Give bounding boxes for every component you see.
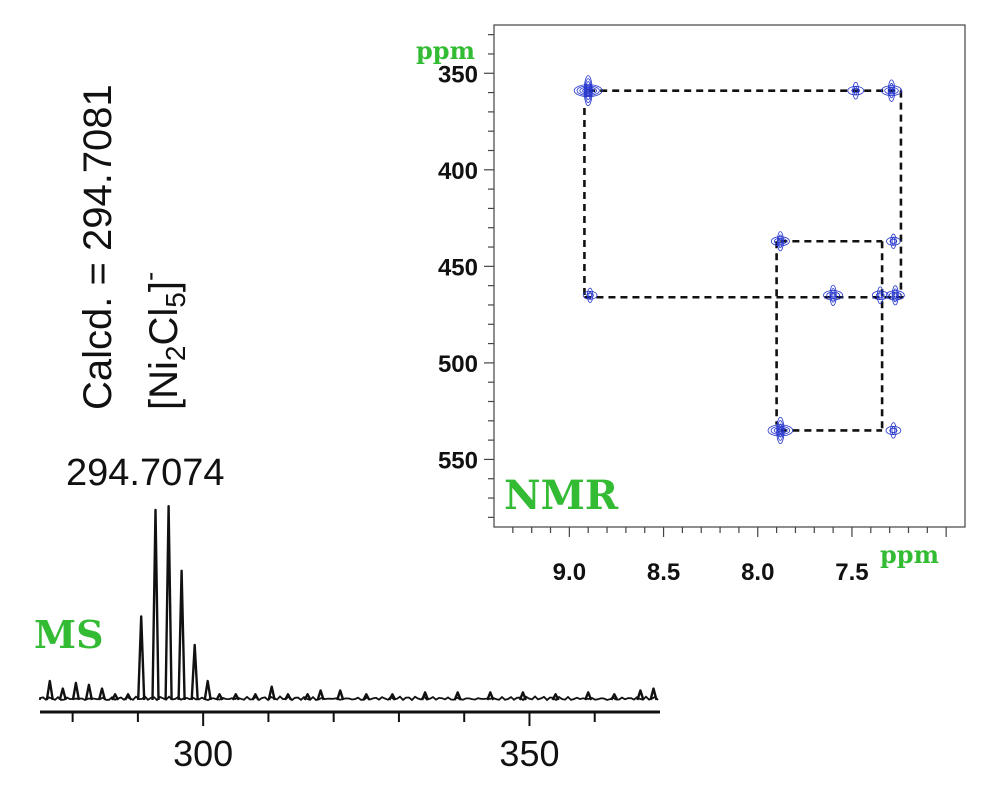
ms-x-tick-label: 350 [499, 733, 559, 774]
nmr-contour-h [582, 290, 598, 300]
nmr-contour-v [587, 87, 590, 95]
ms-peak [84, 683, 94, 701]
nmr-contour-h [847, 85, 865, 96]
nmr-y-tick-label: 550 [438, 447, 478, 474]
nmr-contour-h [884, 86, 899, 95]
nmr-contour-v [776, 231, 784, 252]
nmr-contour-h [889, 238, 898, 244]
nmr-contour-h [773, 427, 787, 434]
ms-peak [151, 508, 160, 701]
ms-peak [336, 689, 345, 701]
nmr-contour-h [579, 86, 597, 95]
ms-peak [190, 643, 199, 701]
nmr-contour-v [887, 79, 896, 102]
nmr-contour-v [888, 83, 895, 99]
ms-x-tick-label: 300 [173, 733, 233, 774]
nmr-contour-v [891, 237, 896, 246]
ms-label: MS [34, 612, 104, 657]
nmr-contour-h [885, 290, 905, 301]
nmr-contour-h [823, 290, 844, 301]
ms-peak [203, 679, 212, 701]
ms-peak [71, 681, 81, 701]
nmr-crosspeak [885, 422, 902, 439]
nmr-contour-v [829, 284, 837, 306]
nmr-y-tick-label: 350 [438, 61, 478, 88]
nmr-contour-v [852, 81, 860, 100]
nmr-crosspeak [767, 416, 794, 445]
nmr-label: NMR [504, 472, 619, 519]
nmr-contour-v [583, 75, 593, 107]
nmr-contour-v [776, 416, 785, 445]
nmr-y-unit-label: ppm [416, 36, 475, 65]
nmr-x-tick-label: 7.5 [835, 559, 868, 586]
nmr-y-tick-label: 400 [438, 158, 478, 185]
nmr-contour-h [889, 427, 898, 433]
nmr-contour-h [886, 236, 901, 246]
nmr-crosspeak [885, 285, 905, 306]
nmr-contour-h [826, 291, 840, 299]
nmr-crosspeak [847, 81, 865, 100]
observed-peak-label: 294.7074 [66, 452, 225, 494]
ms-peak [137, 615, 146, 701]
ms-peak [267, 685, 276, 701]
nmr-contour-v [893, 291, 897, 299]
nmr-x-unit-label: ppm [880, 540, 939, 569]
nmr-contour-h [770, 236, 790, 247]
nmr-contour-v [890, 422, 897, 439]
nmr-contour-h [586, 292, 594, 298]
nmr-x-tick-label: 8.5 [647, 559, 680, 586]
nmr-crosspeak [573, 75, 603, 107]
nmr-contour-v [778, 423, 783, 438]
nmr-contour-v [891, 426, 896, 435]
nmr-contour-h [773, 237, 787, 245]
nmr-contour-v [585, 81, 591, 101]
nmr-y-tick-label: 450 [438, 254, 478, 281]
ms-peak [97, 687, 107, 701]
nmr-contour-v [584, 78, 592, 104]
nmr-crosspeak [823, 284, 844, 306]
nmr-contour-h [880, 85, 903, 96]
nmr-contour-v [777, 420, 784, 441]
nmr-contour-h [767, 424, 794, 437]
nmr-crosspeak [770, 231, 790, 252]
nmr-contour-v [891, 285, 899, 306]
ms-peak [164, 505, 173, 701]
ms-peak [177, 569, 186, 701]
nmr-contour-v [830, 288, 836, 303]
nmr-contour-h [888, 291, 902, 299]
nmr-contour-v [876, 286, 884, 305]
nmr-contour-v [892, 288, 898, 303]
ms-baseline [39, 695, 659, 702]
nmr-contour-v [831, 291, 835, 300]
nmr-contour-h [871, 290, 889, 301]
nmr-crosspeak [886, 233, 901, 249]
ms-peak [636, 689, 645, 701]
nmr-crosspeak [880, 79, 903, 102]
ms-peak [584, 691, 593, 701]
ms-peak [316, 689, 325, 701]
nmr-x-tick-label: 9.0 [553, 559, 586, 586]
nmr-contour-v [779, 426, 782, 435]
nmr-contour-v [890, 233, 897, 249]
nmr-contour-h [770, 425, 791, 436]
nmr-contour-v [777, 234, 783, 249]
nmr-contour-v [586, 287, 594, 303]
nmr-y-tick-label: 500 [438, 351, 478, 378]
nmr-contour-h [885, 425, 902, 436]
nmr-contour-h [582, 87, 595, 94]
nmr-x-tick-label: 8.0 [741, 559, 774, 586]
nmr-contour-h [576, 85, 600, 96]
nmr-contour-h [573, 84, 603, 98]
nmr-frame [493, 24, 966, 528]
nmr-contour-h [875, 292, 885, 298]
nmr-contour-h [851, 88, 861, 94]
nmr-crosspeak [582, 287, 598, 303]
ms-peak [45, 679, 54, 701]
ms-peak [58, 687, 67, 701]
nmr-contour-v [588, 291, 592, 300]
nmr-crosspeak [871, 286, 889, 305]
